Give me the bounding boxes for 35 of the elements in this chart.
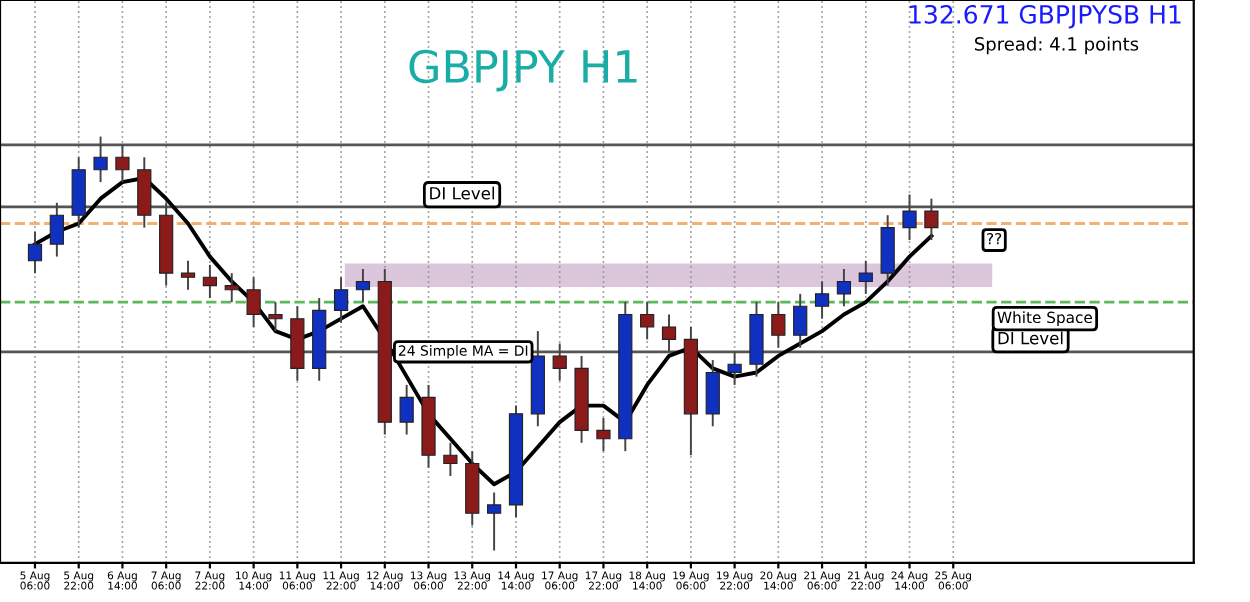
candlestick: [246, 276, 261, 328]
candlestick: [880, 214, 895, 287]
candlestick: [487, 491, 502, 552]
candlestick: [727, 350, 742, 386]
candlestick: [640, 301, 655, 341]
candlestick: [443, 441, 458, 477]
candlestick: [93, 135, 108, 184]
candlestick: [661, 313, 677, 353]
candlestick: [924, 197, 939, 242]
candlestick: [202, 263, 218, 299]
candlestick: [27, 230, 43, 275]
candlestick: [705, 359, 720, 428]
candlestick: [399, 383, 414, 436]
ref-line-label: DI Level: [430, 186, 495, 200]
candlestick: [771, 301, 786, 349]
candlestick: [355, 268, 371, 304]
text: 132.671 GBPJPYSB H1: [909, 4, 1181, 29]
candlestick: [115, 143, 130, 184]
candlestick: [268, 301, 283, 333]
candlestick: [49, 201, 64, 258]
ref-line-label: DI Level: [998, 331, 1063, 345]
candlestick: [137, 156, 152, 229]
candlestick: [552, 342, 567, 382]
candlestick: [858, 259, 873, 295]
candlestick: [596, 417, 611, 453]
candlestick: [793, 292, 808, 349]
candlestick: [180, 259, 196, 291]
text: Spread: 4.1 points: [974, 36, 1139, 55]
candlestick: [836, 268, 852, 308]
candlestick: [902, 193, 917, 242]
chart-title: GBPJPY H1: [409, 49, 637, 92]
candlestick: [333, 276, 349, 324]
candlestick: [814, 280, 830, 320]
candlestick: [71, 156, 86, 229]
candlestick: [224, 272, 239, 304]
